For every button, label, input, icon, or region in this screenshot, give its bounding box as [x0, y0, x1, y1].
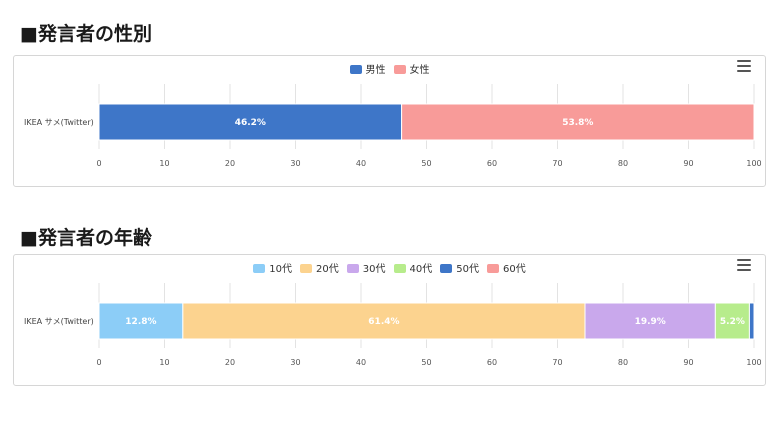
- section-title: ■発言者の年齢: [20, 227, 152, 249]
- legend-swatch: [253, 264, 266, 273]
- gender-chart-plot: 0 10 20 30 40 50 60 70 80 90 100 IKEA サメ(Twitter) 46…: [24, 84, 762, 168]
- data-label: 46.2%: [235, 118, 266, 128]
- x-tick-label: 50: [421, 159, 431, 168]
- legend-item[interactable]: 20代: [300, 260, 339, 275]
- x-tick-label: 10: [159, 358, 169, 367]
- legend-item[interactable]: 50代: [440, 260, 479, 275]
- legend-item[interactable]: 40代: [393, 260, 433, 275]
- x-tick-label: 80: [618, 358, 628, 367]
- x-tick-label: 100: [746, 159, 761, 168]
- x-tick-label: 60: [487, 358, 497, 367]
- x-tick-label: 60: [487, 159, 497, 168]
- age-chart-plot: 0 10 20 30 40 50 60 70 80 90 100 IKEA サメ(Twitter) 12…: [24, 283, 762, 367]
- category-label: IKEA サメ(Twitter): [24, 118, 94, 127]
- legend-item[interactable]: 30代: [346, 260, 386, 275]
- bar-segment: [584, 302, 716, 340]
- bar-segment: [182, 302, 586, 340]
- chart-legend: 男性 女性: [14, 61, 765, 76]
- data-label: 19.9%: [635, 317, 666, 327]
- x-tick-label: 50: [421, 358, 431, 367]
- legend-label: 20代: [316, 264, 339, 275]
- x-tick-label: 90: [683, 358, 693, 367]
- legend-item[interactable]: 男性: [349, 61, 386, 76]
- age-chart: 10代 20代 30代 40代 50代 60代 0 10 20 30 40 50 60 70 80 90 10…: [13, 254, 766, 386]
- legend-swatch: [346, 264, 359, 273]
- legend-label: 10代: [269, 264, 293, 275]
- data-label: 53.8%: [562, 118, 593, 128]
- x-tick-label: 80: [618, 159, 628, 168]
- legend-item[interactable]: 10代: [253, 260, 292, 275]
- x-tick-label: 30: [290, 159, 300, 168]
- legend-item[interactable]: 60代: [486, 260, 526, 275]
- data-label: 5.2%: [720, 317, 745, 327]
- x-tick-label: 70: [552, 159, 562, 168]
- data-label: 61.4%: [368, 317, 399, 327]
- gender-chart: 男性 女性 0 10 20 30 40 50 60 70 80 90 100 IKEA サメ(Twitt…: [13, 55, 766, 187]
- x-tick-label: 0: [96, 358, 101, 367]
- legend-swatch: [440, 264, 453, 273]
- x-tick-label: 100: [746, 358, 761, 367]
- x-tick-label: 20: [225, 159, 235, 168]
- hamburger-menu-icon[interactable]: [737, 60, 751, 72]
- legend-swatch: [393, 65, 406, 74]
- legend-swatch: [349, 65, 362, 74]
- x-tick-label: 40: [356, 358, 366, 367]
- bar-segment: [748, 302, 755, 340]
- data-label: 12.8%: [125, 317, 156, 327]
- x-tick-label: 40: [356, 159, 366, 168]
- bar-segment: [401, 103, 755, 141]
- x-tick-label: 20: [225, 358, 235, 367]
- chart-legend: 10代 20代 30代 40代 50代 60代: [14, 260, 765, 275]
- legend-swatch: [300, 264, 313, 273]
- x-tick-label: 10: [159, 159, 169, 168]
- legend-label: 男性: [365, 65, 386, 76]
- section-title: ■発言者の性別: [20, 23, 152, 45]
- legend-label: 女性: [409, 65, 430, 76]
- bar-segment: [98, 103, 403, 141]
- x-tick-label: 30: [290, 358, 300, 367]
- hamburger-menu-icon[interactable]: [737, 259, 751, 271]
- category-label: IKEA サメ(Twitter): [24, 317, 94, 326]
- x-tick-label: 70: [552, 358, 562, 367]
- legend-item[interactable]: 女性: [393, 61, 430, 76]
- legend-label: 60代: [502, 264, 526, 275]
- x-tick-label: 0: [96, 159, 101, 168]
- x-tick-label: 90: [683, 159, 693, 168]
- legend-label: 30代: [362, 264, 386, 275]
- bar-segment: [714, 302, 750, 340]
- legend-label: 40代: [409, 264, 433, 275]
- bar-segment: [98, 302, 184, 340]
- legend-swatch: [393, 264, 406, 273]
- legend-label: 50代: [456, 264, 479, 275]
- legend-swatch: [486, 264, 499, 273]
